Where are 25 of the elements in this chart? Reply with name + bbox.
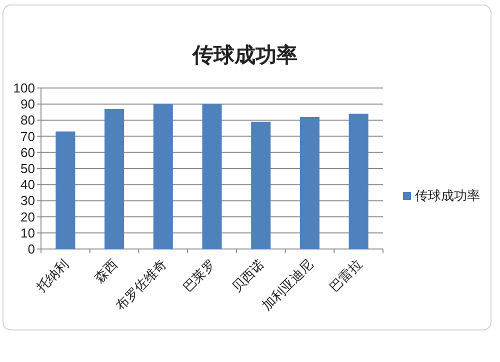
x-tick-label: 巴雷拉: [327, 257, 366, 296]
y-tick-label: 100: [13, 80, 35, 96]
y-tick-label: 40: [20, 177, 35, 192]
bar: [300, 116, 320, 249]
bar: [104, 108, 124, 249]
x-tick-label: 巴莱罗: [180, 257, 219, 296]
bar: [153, 104, 173, 249]
bar: [348, 114, 368, 249]
x-tick-label: 托纳利: [33, 257, 72, 296]
bar: [202, 104, 222, 249]
x-tick-label: 贝西诺: [230, 257, 268, 296]
y-tick-label: 70: [20, 128, 35, 144]
bar: [251, 122, 271, 249]
chart-title: 传球成功率: [192, 42, 298, 67]
y-tick-label: 10: [20, 225, 35, 240]
y-tick-label: 30: [20, 193, 35, 208]
y-tick-label: 20: [20, 209, 35, 224]
y-tick-label: 90: [20, 96, 35, 112]
y-tick-label: 0: [28, 242, 35, 256]
bar: [56, 131, 76, 249]
x-tick-label: 森西: [92, 257, 122, 286]
y-tick-label: 50: [20, 161, 35, 176]
legend-label: 传球成功率: [415, 188, 480, 204]
y-tick-label: 80: [20, 112, 35, 128]
y-tick-label: 60: [20, 144, 35, 160]
